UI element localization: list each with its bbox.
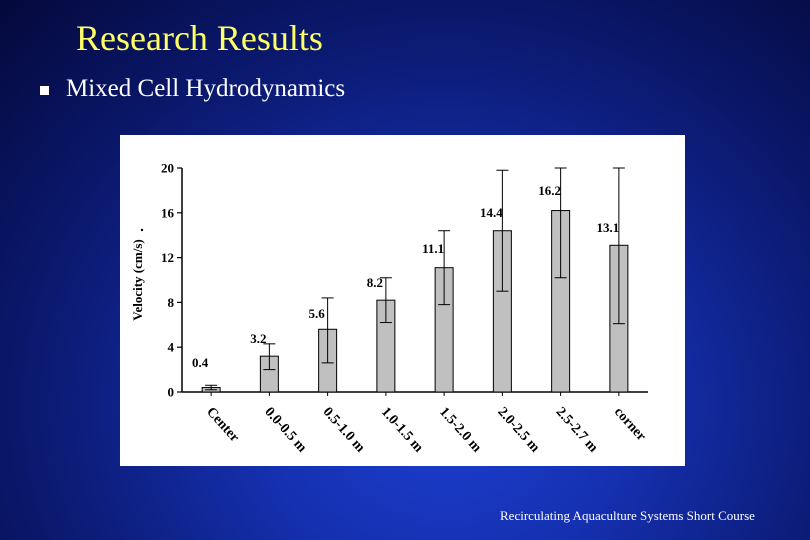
- bullet-text: Mixed Cell Hydrodynamics: [66, 75, 346, 102]
- x-tick-label: 0.0-0.5 m: [261, 405, 309, 456]
- axis-title-dot: [140, 228, 144, 232]
- x-tick-label: corner: [611, 405, 649, 445]
- data-label: 0.4: [192, 355, 209, 370]
- y-tick-label: 16: [161, 205, 175, 220]
- bar-chart: Velocity (cm/s) 0 4 8 12 16 20 0.4 Center 3.2 0.0…: [130, 161, 649, 456]
- y-tick-label: 8: [168, 295, 175, 310]
- y-axis-title: Velocity (cm/s): [130, 239, 145, 320]
- chart-panel: Velocity (cm/s) 0 4 8 12 16 20 0.4 Center 3.2 0.0…: [120, 135, 685, 466]
- x-tick-label: 1.5-2.0 m: [436, 405, 484, 456]
- data-label: 5.6: [309, 306, 326, 321]
- y-tick-label: 20: [161, 161, 174, 176]
- data-label: 3.2: [250, 331, 266, 346]
- slide-title: Research Results: [76, 18, 323, 58]
- data-label: 8.2: [367, 275, 383, 290]
- x-tick-label: 2.0-2.5 m: [494, 405, 542, 456]
- x-tick-label: 1.0-1.5 m: [378, 405, 426, 456]
- footer-text: Recirculating Aquaculture Systems Short …: [500, 508, 755, 523]
- data-label: 11.1: [422, 241, 444, 256]
- data-label: 14.4: [480, 205, 503, 220]
- y-tick-label: 12: [161, 250, 174, 265]
- x-tick-label: 2.5-2.7 m: [553, 405, 601, 456]
- data-label: 16.2: [538, 183, 561, 198]
- bullet-item: Mixed Cell Hydrodynamics: [40, 72, 345, 106]
- data-label: 13.1: [597, 220, 620, 235]
- x-tick-label: Center: [203, 405, 242, 446]
- square-bullet-icon: [40, 85, 49, 95]
- y-tick-label: 0: [168, 385, 175, 400]
- y-tick-label: 4: [168, 340, 175, 355]
- x-tick-label: 0.5-1.0 m: [320, 405, 368, 456]
